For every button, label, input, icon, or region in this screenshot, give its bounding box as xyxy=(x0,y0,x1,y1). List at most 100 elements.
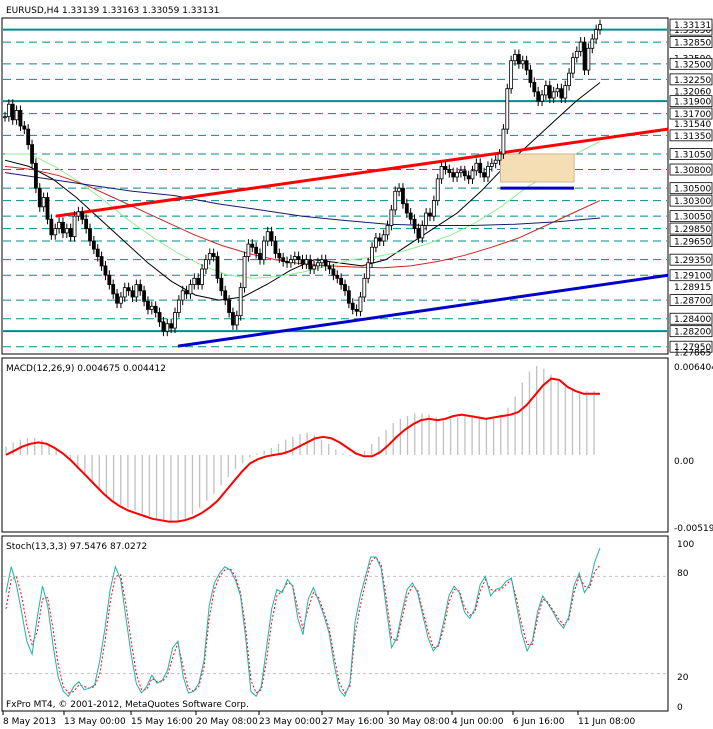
candle-body xyxy=(354,309,359,312)
candle-body xyxy=(80,211,85,220)
candle-body xyxy=(134,284,139,298)
candle-body xyxy=(219,277,224,292)
time-axis-label: 8 May 2013 xyxy=(3,717,56,727)
price-level-box xyxy=(669,325,713,338)
trendline-overlays[interactable] xyxy=(55,127,669,348)
stoch-pane[interactable]: Stoch(13,3,3) 97.5476 87.0272 100 80 20 … xyxy=(1,535,694,713)
candle-body xyxy=(567,72,571,86)
candle-body xyxy=(223,290,228,301)
price-axis-label: 1.33050 xyxy=(674,26,711,36)
macd-signal-line xyxy=(5,377,600,523)
price-axis-label: 1.28200 xyxy=(674,328,711,338)
candle-body xyxy=(126,287,131,292)
time-axis: 8 May 2013 13 May 00:00 15 May 16:00 20 May… xyxy=(2,711,635,727)
candle-body xyxy=(3,116,7,119)
candle-body xyxy=(91,240,96,250)
candle-body xyxy=(451,172,456,178)
candle-body xyxy=(84,218,89,229)
candle-body xyxy=(547,85,552,99)
candlesticks xyxy=(3,19,602,337)
stoch-level-80: 80 xyxy=(677,569,689,579)
time-axis-label: 11 Jun 08:00 xyxy=(578,717,635,727)
candle-body xyxy=(590,38,595,49)
macd-scale-zero: 0.00 xyxy=(674,457,694,467)
candle-body xyxy=(516,54,521,65)
price-axis-label: 1.30500 xyxy=(674,185,711,195)
candle-body xyxy=(142,290,146,302)
candle-body xyxy=(246,243,251,257)
price-axis-label: 1.30800 xyxy=(674,166,711,176)
candle-body xyxy=(532,82,537,93)
candle-body xyxy=(188,284,193,295)
candle-body xyxy=(578,41,583,52)
candle-body xyxy=(207,253,212,261)
moving-average-navy xyxy=(4,172,601,226)
candle-body xyxy=(254,246,259,254)
price-axis-label: 1.31900 xyxy=(674,98,711,108)
candle-body xyxy=(323,259,328,267)
price-axis-label: 1.30050 xyxy=(674,213,711,223)
candle-body xyxy=(377,237,382,242)
candle-body xyxy=(559,88,564,99)
consolidation-box[interactable] xyxy=(499,153,575,183)
candle-body xyxy=(493,159,498,164)
candle-body xyxy=(234,315,239,326)
candle-body xyxy=(339,277,344,285)
candle-body xyxy=(312,265,316,270)
stoch-label: Stoch(13,3,3) 97.5476 87.0272 xyxy=(6,542,147,552)
candle-body xyxy=(238,287,243,317)
candle-body xyxy=(26,128,31,146)
candle-body xyxy=(258,253,262,261)
candle-body xyxy=(45,197,50,220)
stoch-signal-line xyxy=(5,556,601,694)
candle-body xyxy=(18,110,23,127)
candle-body xyxy=(478,162,483,174)
candle-body xyxy=(412,218,417,229)
price-pane[interactable]: 1.330501.328501.325901.325001.322501.320… xyxy=(1,6,713,359)
price-axis-label: 1.29850 xyxy=(674,225,711,235)
candle-body xyxy=(319,259,324,264)
price-axis-label: 1.31540 xyxy=(674,120,711,130)
candle-body xyxy=(482,172,486,178)
candle-body xyxy=(346,290,351,304)
candle-body xyxy=(555,88,560,93)
price-level-box xyxy=(669,340,713,353)
price-axis-label: 1.28400 xyxy=(674,315,711,325)
candle-body xyxy=(289,259,293,264)
price-level-box xyxy=(669,95,713,108)
candle-body xyxy=(250,243,255,248)
candle-body xyxy=(551,91,556,99)
candle-body xyxy=(536,91,541,102)
candle-body xyxy=(261,240,266,261)
candle-body xyxy=(242,256,247,289)
candle-body xyxy=(153,305,158,313)
candle-body xyxy=(385,225,390,236)
candle-body xyxy=(571,57,575,74)
macd-label: MACD(12,26,9) 0.004675 0.004412 xyxy=(6,364,166,374)
time-axis-label: 13 May 00:00 xyxy=(64,717,126,727)
candle-body xyxy=(122,287,127,298)
candle-body xyxy=(489,162,494,167)
price-axis-label: 1.32850 xyxy=(674,39,711,49)
support-trendline[interactable] xyxy=(177,273,669,348)
candle-body xyxy=(304,259,309,265)
candle-body xyxy=(292,256,297,261)
price-level-box xyxy=(669,57,713,70)
candle-body xyxy=(61,221,65,234)
resistance-trendline[interactable] xyxy=(55,127,669,218)
time-axis-label: 15 May 16:00 xyxy=(131,717,193,727)
candle-body xyxy=(103,265,108,276)
price-axis-label: 1.27950 xyxy=(674,343,711,353)
candle-body xyxy=(505,88,510,130)
macd-pane[interactable]: MACD(12,26,9) 0.004675 0.004412 0.006404… xyxy=(1,357,713,534)
symbol-header: EURUSD,H4 1.33139 1.33163 1.33059 1.3313… xyxy=(6,6,219,16)
price-axis-label: 1.28700 xyxy=(674,297,711,307)
candle-body xyxy=(308,259,313,270)
candle-body xyxy=(72,215,77,238)
candle-body xyxy=(358,296,363,312)
candle-body xyxy=(397,187,401,192)
price-axis-label: 1.30300 xyxy=(674,197,711,207)
candle-body xyxy=(431,200,436,217)
price-grid xyxy=(3,28,667,348)
